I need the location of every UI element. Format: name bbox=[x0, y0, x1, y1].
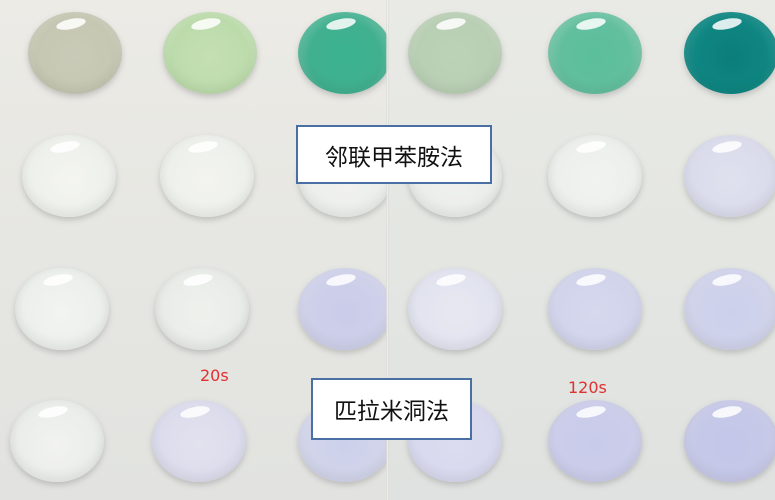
well-r4-c3 bbox=[684, 400, 775, 482]
method-label-bottom: 匹拉米洞法 bbox=[311, 378, 472, 440]
well-r1-c3 bbox=[684, 12, 775, 94]
well-r3-c1 bbox=[15, 268, 109, 350]
method-label-top: 邻联甲苯胺法 bbox=[296, 125, 492, 184]
well-r1-c2 bbox=[548, 12, 642, 94]
well-r2-c2 bbox=[160, 135, 254, 217]
well-r3-c3 bbox=[298, 268, 388, 350]
photo-seam bbox=[386, 0, 389, 500]
well-r3-c3 bbox=[684, 268, 775, 350]
well-r4-c2 bbox=[548, 400, 642, 482]
time-label-left: 20s bbox=[200, 366, 229, 385]
well-r1-c1 bbox=[28, 12, 122, 94]
left-panel-20s bbox=[0, 0, 388, 500]
well-r1-c1 bbox=[408, 12, 502, 94]
well-r1-c3 bbox=[298, 12, 388, 94]
well-r2-c3 bbox=[684, 135, 775, 217]
well-r1-c2 bbox=[163, 12, 257, 94]
well-r3-c2 bbox=[155, 268, 249, 350]
well-r4-c2 bbox=[152, 400, 246, 482]
well-r4-c1 bbox=[10, 400, 104, 482]
well-r3-c1 bbox=[408, 268, 502, 350]
time-label-right: 120s bbox=[568, 378, 607, 397]
well-r2-c1 bbox=[22, 135, 116, 217]
well-r3-c2 bbox=[548, 268, 642, 350]
well-r2-c2 bbox=[548, 135, 642, 217]
